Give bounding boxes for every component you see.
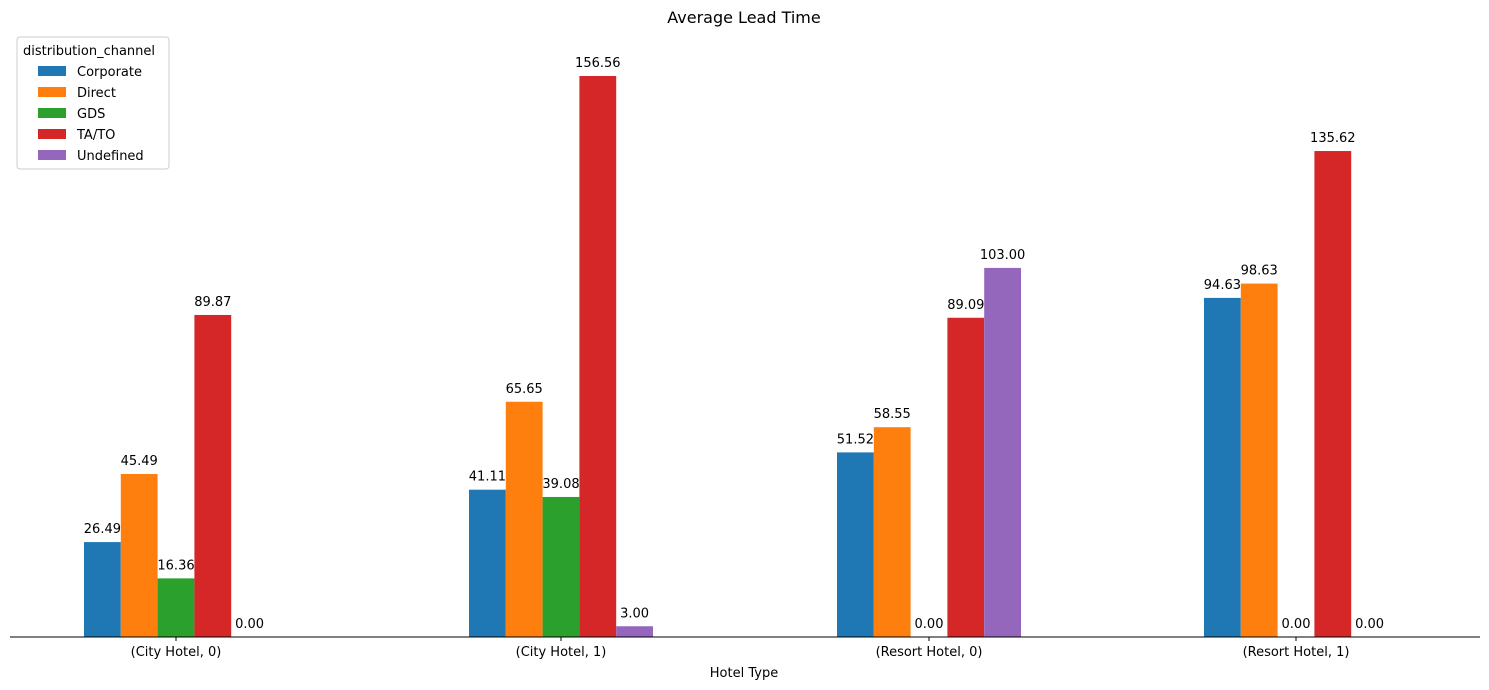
- bar-direct-resort-hotel-0: [873, 427, 911, 637]
- legend-swatch-gds: [38, 108, 66, 118]
- data-label-undefined-city-hotel-0: 0.00: [235, 617, 264, 632]
- data-label-ta-to-resort-hotel-0: 89.09: [947, 298, 984, 313]
- bar-direct-city-hotel-1: [505, 401, 543, 637]
- bar-direct-resort-hotel-1: [1240, 283, 1278, 637]
- bar-ta-to-resort-hotel-0: [947, 317, 985, 637]
- data-label-gds-city-hotel-1: 39.08: [542, 477, 579, 492]
- legend-label-ta-to: TA/TO: [76, 128, 115, 143]
- legend-swatch-corporate: [38, 66, 66, 76]
- data-label-direct-city-hotel-1: 65.65: [506, 382, 543, 397]
- x-tick-label-city-hotel-0: (City Hotel, 0): [131, 645, 222, 660]
- x-tick-label-resort-hotel-1: (Resort Hotel, 1): [1243, 645, 1350, 660]
- legend-label-direct: Direct: [77, 86, 116, 101]
- x-ticks-group: (City Hotel, 0) (City Hotel, 1) (Resort Ho…: [131, 637, 1350, 660]
- data-label-corporate-resort-hotel-1: 94.63: [1204, 278, 1241, 293]
- legend-label-undefined: Undefined: [77, 149, 144, 164]
- chart-title: Average Lead Time: [667, 8, 820, 27]
- bar-gds-city-hotel-1: [542, 496, 580, 637]
- bar-corporate-city-hotel-1: [469, 489, 506, 637]
- data-label-undefined-resort-hotel-1: 0.00: [1355, 617, 1384, 632]
- legend-label-gds: GDS: [77, 107, 105, 122]
- data-label-corporate-city-hotel-1: 41.11: [469, 470, 506, 485]
- bar-undefined-resort-hotel-0: [984, 267, 1021, 637]
- legend-label-corporate: Corporate: [77, 65, 142, 80]
- data-label-undefined-city-hotel-1: 3.00: [620, 606, 649, 621]
- x-tick-label-city-hotel-1: (City Hotel, 1): [516, 645, 607, 660]
- bar-ta-to-city-hotel-1: [579, 75, 617, 638]
- bar-direct-city-hotel-0: [120, 473, 158, 637]
- bar-corporate-city-hotel-0: [84, 542, 121, 637]
- legend-title: distribution_channel: [23, 44, 155, 59]
- bars-group: [84, 75, 1352, 638]
- legend-swatch-ta-to: [38, 129, 66, 139]
- x-axis-label: Hotel Type: [710, 666, 778, 681]
- data-label-corporate-resort-hotel-0: 51.52: [837, 432, 874, 447]
- data-label-corporate-city-hotel-0: 26.49: [84, 522, 121, 537]
- legend-items: Corporate Direct GDS TA/TO Undefined: [38, 65, 144, 164]
- bar-ta-to-city-hotel-0: [194, 314, 232, 637]
- bar-gds-city-hotel-0: [157, 578, 195, 637]
- data-label-direct-resort-hotel-1: 98.63: [1241, 264, 1278, 279]
- x-tick-label-resort-hotel-0: (Resort Hotel, 0): [876, 645, 983, 660]
- data-label-gds-resort-hotel-0: 0.00: [915, 617, 944, 632]
- data-label-direct-city-hotel-0: 45.49: [121, 454, 158, 469]
- bar-ta-to-resort-hotel-1: [1314, 151, 1352, 637]
- data-label-direct-resort-hotel-0: 58.55: [874, 407, 911, 422]
- legend: distribution_channel Corporate Direct GDS T…: [16, 36, 170, 170]
- data-label-gds-resort-hotel-1: 0.00: [1282, 617, 1311, 632]
- data-label-ta-to-resort-hotel-1: 135.62: [1310, 131, 1356, 146]
- data-label-ta-to-city-hotel-1: 156.56: [575, 56, 621, 71]
- data-label-undefined-resort-hotel-0: 103.00: [980, 248, 1026, 263]
- bar-corporate-resort-hotel-1: [1204, 297, 1241, 637]
- data-label-gds-city-hotel-0: 16.36: [157, 558, 194, 573]
- legend-swatch-direct: [38, 87, 66, 97]
- bar-undefined-city-hotel-1: [616, 626, 653, 637]
- legend-swatch-undefined: [38, 150, 66, 160]
- data-labels-group: 26.49 45.49 16.36 89.87 0.00 41.11 65.65 39.08 1…: [84, 56, 1384, 632]
- bar-corporate-resort-hotel-0: [837, 452, 874, 637]
- data-label-ta-to-city-hotel-0: 89.87: [194, 295, 231, 310]
